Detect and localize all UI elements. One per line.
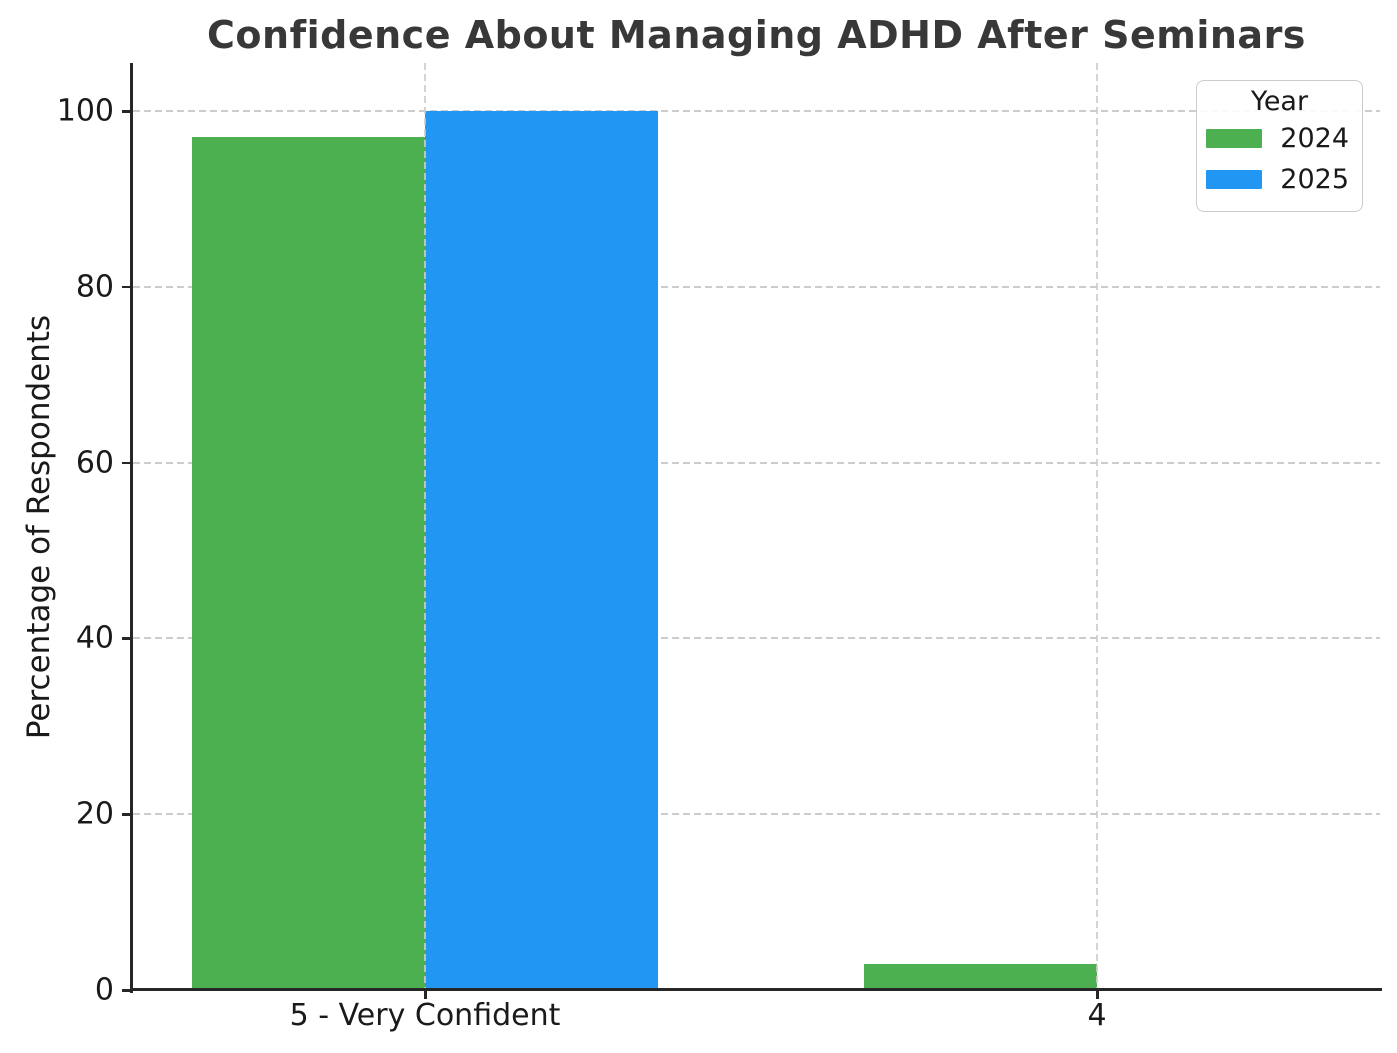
gridline-x-1: [1096, 63, 1098, 990]
y-tick-mark-20: [122, 813, 131, 816]
bar-2024-4: [864, 963, 1097, 990]
y-tick-label-0: 0: [94, 972, 114, 1008]
x-tick-label-0: 5 - Very Confident: [289, 998, 561, 1033]
bar-2025-5 - Very Confident: [425, 111, 658, 990]
y-tick-label-40: 40: [75, 620, 114, 656]
legend-swatch-2024: [1206, 129, 1262, 148]
gridline-y-80: [133, 285, 1380, 288]
legend: Year 2024 2025: [1196, 80, 1363, 212]
gridline-y-40: [133, 637, 1380, 640]
y-tick-mark-40: [122, 637, 131, 640]
chart-title: Confidence About Managing ADHD After Sem…: [207, 13, 1306, 57]
y-tick-mark-0: [122, 989, 131, 992]
gridline-y-20: [133, 813, 1380, 816]
y-tick-label-80: 80: [75, 269, 114, 305]
legend-entry-2024: 2024: [1197, 118, 1362, 159]
gridline-x-0: [424, 63, 426, 990]
legend-label-2024: 2024: [1280, 123, 1349, 154]
bar-2024-5 - Very Confident: [192, 137, 425, 990]
y-tick-mark-60: [122, 461, 131, 465]
legend-swatch-2025: [1206, 170, 1262, 189]
y-tick-label-60: 60: [75, 445, 114, 481]
legend-label-2025: 2025: [1280, 164, 1349, 195]
plot-area: [133, 63, 1380, 990]
legend-title: Year: [1250, 86, 1309, 117]
y-axis-label: Percentage of Respondents: [21, 314, 57, 740]
y-tick-label-100: 100: [56, 93, 114, 129]
gridline-y-100: [133, 110, 1380, 112]
x-tick-mark-0: [424, 990, 427, 999]
gridline-y-60: [133, 461, 1380, 464]
legend-entry-2025: 2025: [1197, 159, 1362, 200]
x-axis-spine: [130, 988, 1382, 991]
x-tick-label-1: 4: [1087, 998, 1107, 1033]
y-axis-spine: [130, 63, 133, 993]
x-tick-mark-1: [1096, 990, 1099, 999]
y-tick-mark-100: [122, 110, 131, 113]
y-tick-label-20: 20: [75, 796, 114, 832]
y-tick-mark-80: [122, 285, 131, 289]
